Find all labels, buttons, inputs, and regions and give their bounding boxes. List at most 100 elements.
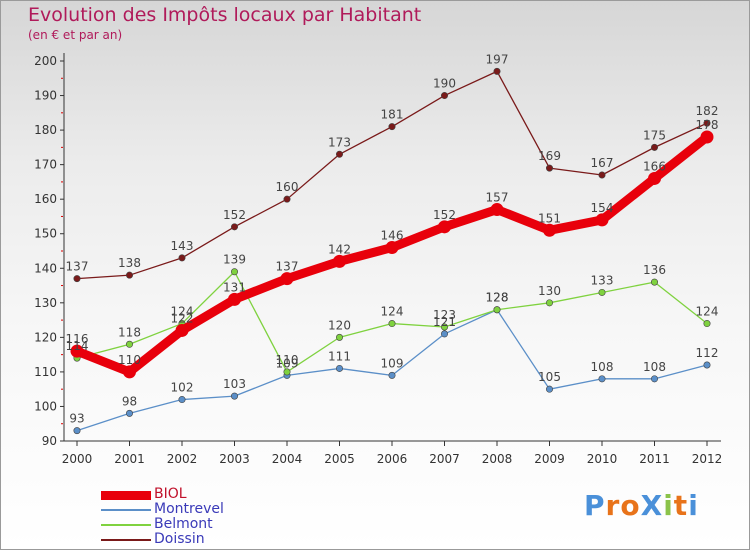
data-label-biol: 152 — [433, 208, 456, 222]
data-label-belmont: 124 — [381, 305, 404, 319]
data-point-montrevel — [126, 409, 134, 417]
data-label-biol: 146 — [381, 229, 404, 243]
x-tick-label: 2000 — [62, 452, 93, 466]
legend-swatch — [101, 524, 151, 526]
x-tick-label: 2012 — [692, 452, 723, 466]
data-label-montrevel: 98 — [122, 394, 137, 408]
data-point-doissin — [335, 150, 343, 158]
proxiti-logo: ProXiti — [584, 489, 699, 522]
data-label-biol: 110 — [118, 353, 141, 367]
data-point-belmont — [545, 299, 553, 307]
data-point-doissin — [598, 171, 606, 179]
data-point-doissin — [73, 275, 81, 283]
data-label-montrevel: 111 — [328, 349, 351, 363]
legend-item-doissin: Doissin — [101, 531, 301, 547]
data-point-biol — [175, 323, 189, 337]
x-tick-label: 2008 — [482, 452, 513, 466]
chart-subtitle: (en € et par an) — [28, 28, 123, 42]
y-tick-label: 200 — [34, 54, 57, 68]
data-point-belmont — [493, 306, 501, 314]
data-point-montrevel — [178, 396, 186, 404]
data-label-biol: 116 — [66, 332, 89, 346]
data-label-montrevel: 109 — [276, 356, 299, 370]
data-label-doissin: 190 — [433, 77, 456, 91]
data-point-montrevel — [73, 427, 81, 435]
data-label-montrevel: 108 — [591, 360, 614, 374]
legend-swatch — [101, 509, 151, 511]
data-point-biol — [280, 272, 294, 286]
data-point-biol — [700, 130, 714, 144]
data-point-doissin — [231, 223, 239, 231]
x-tick-label: 2005 — [324, 452, 355, 466]
data-point-montrevel — [231, 392, 239, 400]
data-point-biol — [333, 254, 346, 268]
data-label-doissin: 181 — [381, 108, 404, 122]
data-point-belmont — [650, 278, 658, 286]
data-label-biol: 151 — [538, 211, 561, 225]
data-label-biol: 157 — [486, 191, 509, 205]
data-point-belmont — [126, 340, 134, 348]
y-tick-label: 100 — [34, 399, 57, 413]
data-point-belmont — [283, 368, 291, 376]
data-label-biol: 154 — [591, 201, 614, 215]
data-label-belmont: 123 — [433, 308, 456, 322]
data-point-montrevel — [388, 371, 396, 379]
y-tick-label: 180 — [34, 123, 57, 137]
data-point-doissin — [650, 143, 658, 151]
data-label-montrevel: 128 — [486, 291, 509, 305]
data-point-biol — [438, 220, 451, 234]
data-label-belmont: 124 — [696, 305, 719, 319]
data-label-belmont: 124 — [171, 305, 194, 319]
data-label-belmont: 120 — [328, 318, 351, 332]
y-tick-label: 90 — [42, 434, 57, 448]
data-point-belmont — [440, 323, 448, 331]
legend-label: Doissin — [154, 531, 205, 547]
data-point-doissin — [283, 195, 291, 203]
data-point-belmont — [231, 268, 239, 276]
data-label-belmont: 114 — [66, 339, 89, 353]
data-label-biol: 122 — [171, 311, 194, 325]
data-point-montrevel — [650, 375, 658, 383]
y-tick-label: 140 — [34, 261, 57, 275]
legend-item-montrevel: Montrevel — [101, 501, 301, 517]
legend-swatch — [101, 490, 151, 500]
data-point-biol — [123, 365, 136, 379]
legend-label: Belmont — [154, 516, 213, 532]
data-label-belmont: 139 — [223, 253, 246, 267]
data-point-montrevel — [335, 364, 343, 372]
data-point-biol — [385, 241, 399, 255]
data-label-biol: 131 — [223, 280, 246, 294]
x-tick-label: 2004 — [272, 452, 303, 466]
data-point-doissin — [493, 67, 501, 75]
data-label-belmont: 128 — [486, 291, 509, 305]
data-point-biol — [595, 213, 609, 227]
data-label-belmont: 110 — [276, 353, 299, 367]
data-label-montrevel: 109 — [381, 356, 404, 370]
data-point-belmont — [388, 320, 396, 328]
data-point-belmont — [598, 288, 606, 296]
x-tick-label: 2001 — [114, 452, 145, 466]
data-point-doissin — [178, 254, 186, 262]
data-point-biol — [228, 292, 241, 306]
data-label-biol: 178 — [696, 118, 719, 132]
data-label-belmont: 130 — [538, 284, 561, 298]
legend-item-biol: BIOL — [101, 486, 301, 502]
y-tick-label: 110 — [34, 365, 57, 379]
data-point-doissin — [545, 164, 553, 172]
data-label-doissin: 160 — [276, 180, 299, 194]
data-point-doissin — [440, 92, 448, 100]
series-line-biol — [72, 132, 712, 377]
data-label-montrevel: 93 — [69, 412, 84, 426]
legend-swatch — [101, 539, 151, 541]
chart-title: Evolution des Impôts locaux par Habitant — [28, 4, 422, 26]
x-tick-label: 2010 — [587, 452, 618, 466]
data-label-doissin: 173 — [328, 135, 351, 149]
data-point-biol — [490, 203, 504, 217]
data-point-montrevel — [545, 385, 553, 393]
data-point-biol — [543, 223, 556, 237]
data-label-biol: 142 — [328, 242, 351, 256]
data-label-doissin: 143 — [171, 239, 194, 253]
data-point-doissin — [388, 123, 396, 131]
